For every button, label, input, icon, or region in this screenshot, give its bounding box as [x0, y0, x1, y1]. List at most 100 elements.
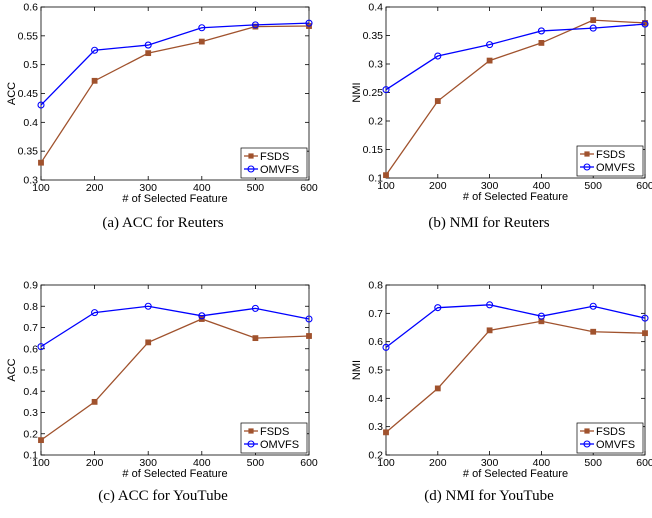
x-tick-label: 200 — [429, 180, 447, 192]
y-tick-label: 0.15 — [363, 144, 384, 156]
data-point-fsds — [383, 429, 389, 436]
y-tick-label: 0.2 — [368, 116, 383, 128]
data-point-fsds — [590, 328, 597, 335]
data-point-fsds — [383, 172, 389, 179]
y-tick-label: 0.7 — [368, 308, 383, 320]
y-tick-label: 0.2 — [23, 428, 38, 440]
x-tick-label: 600 — [300, 182, 318, 194]
legend-label-fsds: FSDS — [260, 151, 289, 163]
x-tick-label: 200 — [86, 182, 104, 194]
series-line-fsds — [40, 25, 310, 164]
y-tick-label: 0.1 — [368, 173, 383, 185]
legend-label-omvfs: OMVFS — [260, 164, 299, 176]
data-point-fsds — [642, 330, 648, 337]
legend-label-fsds: FSDS — [596, 149, 625, 161]
y-tick-label: 0.5 — [368, 365, 383, 377]
data-point-fsds — [306, 333, 312, 339]
data-point-fsds — [434, 385, 441, 392]
series-line-omvfs — [40, 305, 310, 348]
x-tick-label: 300 — [139, 182, 157, 194]
data-point-omvfs — [641, 20, 649, 28]
data-point-fsds — [434, 98, 441, 104]
x-tick-label: 400 — [533, 180, 551, 192]
data-point-fsds — [145, 50, 152, 57]
legend-marker-omvfs — [583, 440, 591, 448]
data-point-omvfs — [641, 314, 649, 322]
x-tick-label: 400 — [193, 182, 211, 194]
legend-box — [576, 422, 644, 454]
chart-caption: (d) NMI for YouTube — [424, 488, 554, 504]
chart-svg-acc-youtube: 0.1 0.2 0.3 0.4 0.5 0.6 0.7 0.8 0.9 100 200 300 400 5… — [6, 280, 318, 481]
x-tick-label: 500 — [247, 457, 265, 469]
y-tick-label: 0.5 — [23, 365, 38, 377]
x-tick-label: 100 — [377, 180, 395, 192]
x-tick-label: 600 — [636, 457, 652, 469]
data-point-fsds — [252, 335, 259, 342]
data-point-omvfs — [144, 302, 152, 310]
series-line-omvfs — [40, 22, 310, 106]
legend-marker-fsds — [584, 151, 590, 157]
chart-panel-acc-youtube: 0.1 0.2 0.3 0.4 0.5 0.6 0.7 0.8 0.9 100 200 300 400 5… — [0, 259, 326, 518]
x-axis-label: # of Selected Feature — [463, 191, 568, 203]
x-tick-label: 600 — [636, 180, 652, 192]
y-axis-label: NMI — [351, 82, 363, 102]
y-tick-label: 0.6 — [368, 336, 383, 348]
legend-box — [576, 145, 644, 177]
legend-box — [240, 422, 308, 454]
legend-label-omvfs: OMVFS — [596, 439, 635, 451]
data-point-omvfs — [486, 301, 494, 309]
y-axis-label: ACC — [6, 82, 18, 105]
data-point-omvfs — [537, 312, 545, 320]
y-tick-label: 0.5 — [23, 59, 38, 71]
x-tick-label: 400 — [533, 457, 551, 469]
data-point-omvfs — [37, 343, 45, 351]
data-point-omvfs — [251, 304, 259, 312]
x-tick-label: 100 — [32, 457, 50, 469]
x-tick-label: 100 — [32, 182, 50, 194]
data-point-omvfs — [37, 101, 45, 109]
y-tick-label: 0.6 — [23, 2, 38, 14]
data-point-omvfs — [198, 312, 206, 320]
data-point-fsds — [91, 77, 98, 84]
y-tick-label: 0.7 — [23, 322, 38, 334]
legend-label-fsds: FSDS — [260, 426, 289, 438]
chart-panel-acc-reuters: 0.3 0.35 0.4 0.45 0.5 0.55 0.6 100 200 300 400 500 6… — [0, 0, 326, 259]
y-tick-label: 0.3 — [23, 175, 38, 187]
x-tick-label: 200 — [86, 457, 104, 469]
legend-marker-fsds — [248, 428, 254, 434]
chart-panel-nmi-youtube: 0.2 0.3 0.4 0.5 0.6 0.7 0.8 100 200 300 400 500 600 #… — [326, 259, 652, 518]
y-tick-label: 0.8 — [368, 280, 383, 292]
x-tick-label: 100 — [377, 457, 395, 469]
data-point-fsds — [486, 327, 493, 334]
series-line-fsds — [385, 19, 646, 176]
data-point-fsds — [91, 398, 98, 405]
y-tick-label: 0.3 — [368, 421, 383, 433]
y-tick-label: 0.4 — [23, 117, 38, 129]
legend-label-omvfs: OMVFS — [596, 162, 635, 174]
data-point-fsds — [38, 437, 44, 444]
legend-marker-fsds — [248, 153, 254, 159]
legend-marker-omvfs — [247, 165, 255, 173]
y-tick-label: 0.6 — [23, 343, 38, 355]
y-tick-label: 0.45 — [18, 88, 39, 100]
y-tick-label: 0.35 — [363, 30, 384, 42]
chart-svg-nmi-youtube: 0.2 0.3 0.4 0.5 0.6 0.7 0.8 100 200 300 400 500 600 #… — [351, 280, 652, 481]
data-point-omvfs — [382, 343, 390, 351]
data-point-fsds — [38, 159, 44, 166]
legend-label-fsds: FSDS — [596, 426, 625, 438]
x-tick-label: 400 — [193, 457, 211, 469]
series-line-fsds — [40, 318, 310, 441]
data-point-omvfs — [486, 41, 494, 49]
data-point-omvfs — [198, 24, 206, 32]
y-tick-label: 0.8 — [23, 301, 38, 313]
data-point-omvfs — [251, 21, 259, 29]
x-tick-label: 500 — [584, 180, 602, 192]
chart-caption: (c) ACC for YouTube — [98, 488, 228, 504]
data-point-fsds — [198, 38, 205, 45]
data-point-fsds — [590, 17, 597, 24]
x-axis-label: # of Selected Feature — [122, 468, 227, 480]
x-axis-label: # of Selected Feature — [122, 193, 227, 205]
chart-panel-nmi-reuters: 0.1 0.15 0.2 0.25 0.3 0.35 0.4 100 200 300 400 500 6… — [326, 0, 652, 259]
y-tick-label: 0.55 — [18, 30, 39, 42]
y-tick-label: 0.3 — [23, 407, 38, 419]
